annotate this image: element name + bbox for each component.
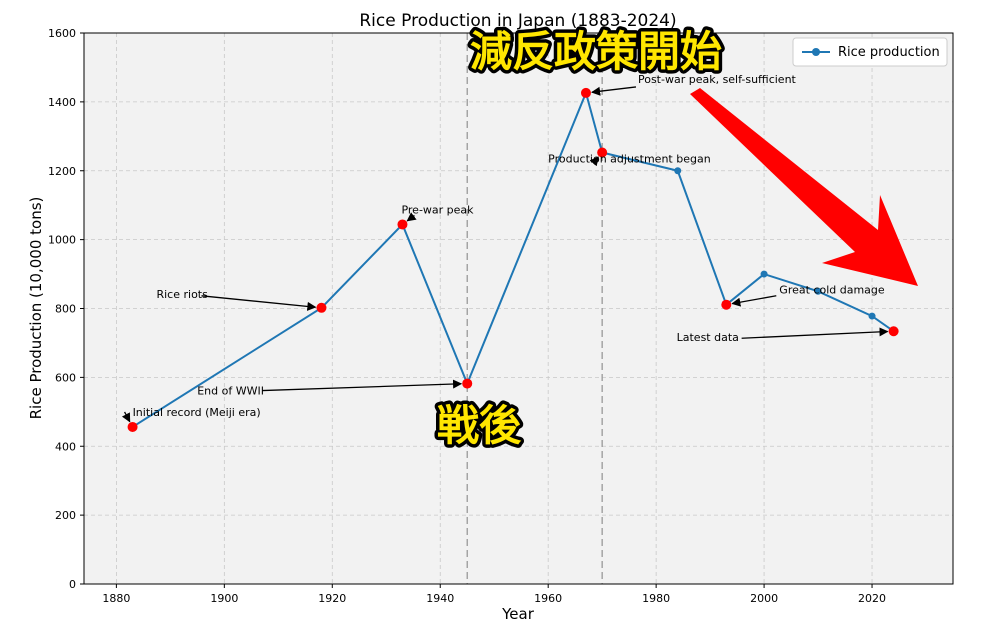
- highlight-point: [462, 378, 473, 389]
- y-tick-label: 1200: [48, 165, 76, 178]
- annotation-label: Initial record (Meiji era): [133, 406, 261, 419]
- annotation-arrow: [262, 379, 463, 392]
- annotation-label: Production adjustment began: [548, 152, 711, 165]
- annotation-arrow: [591, 86, 637, 96]
- highlight-point: [597, 147, 608, 158]
- legend-label: Rice production: [838, 45, 940, 60]
- annotation-arrow: [589, 156, 599, 167]
- annotation-arrow: [741, 327, 889, 339]
- highlight-point: [316, 302, 327, 313]
- gentan-caption: 減反政策開始: [470, 27, 722, 76]
- legend-marker-swatch: [812, 48, 820, 56]
- annotation-arrow: [406, 212, 417, 222]
- data-point: [674, 167, 682, 175]
- series-line: [132, 89, 895, 428]
- legend: Rice production: [792, 37, 948, 67]
- x-tick-label: 2000: [750, 592, 778, 605]
- postwar-caption: 戦後: [437, 401, 522, 450]
- highlight-points: [127, 87, 899, 432]
- x-tick-label: 1900: [210, 592, 238, 605]
- chart-title: Rice Production in Japan (1883-2024): [359, 11, 676, 31]
- big-red-arrow: [690, 88, 918, 286]
- annotation-arrow: [731, 295, 777, 307]
- x-tick-label: 1920: [318, 592, 346, 605]
- annotation-label: Great cold damage: [779, 284, 885, 297]
- x-axis-label: Year: [501, 605, 535, 623]
- data-point: [868, 312, 876, 320]
- annotations: Initial record (Meiji era) Rice riots Pre-…: [121, 73, 889, 423]
- y-tick-label: 1000: [48, 234, 76, 247]
- vertical-reference-lines: [466, 33, 603, 584]
- x-tick-label: 1960: [534, 592, 562, 605]
- y-tick-label: 200: [55, 509, 76, 522]
- x-tick-label: 2020: [858, 592, 886, 605]
- y-tick-label: 1400: [48, 96, 76, 109]
- series-line-group: [132, 89, 895, 428]
- annotation-label: Latest data: [677, 331, 739, 344]
- annotation-arrow: [121, 411, 131, 423]
- y-tick-label: 800: [55, 303, 76, 316]
- highlight-point: [721, 299, 732, 310]
- x-tick-label: 1880: [102, 592, 130, 605]
- x-tick-label: 1940: [426, 592, 454, 605]
- highlight-point: [127, 421, 138, 432]
- annotation-label: Post-war peak, self-sufficient: [638, 73, 797, 86]
- y-axis-ticks: 0 200 400 600 800 1000 1200 1400 1600: [48, 27, 84, 591]
- highlight-point: [580, 87, 591, 98]
- highlight-point: [888, 326, 899, 337]
- data-point: [814, 287, 822, 295]
- highlight-point: [397, 219, 408, 230]
- y-tick-label: 600: [55, 371, 76, 384]
- annotation-arrow: [201, 295, 317, 311]
- legend-box: [792, 37, 948, 67]
- x-tick-label: 1980: [642, 592, 670, 605]
- x-axis-ticks: 1880 1900 1920 1940 1960 1980 2000 2020: [102, 584, 886, 605]
- y-axis-label: Rice Production (10,000 tons): [27, 197, 45, 420]
- annotation-label: Pre-war peak: [401, 203, 474, 216]
- y-tick-label: 400: [55, 440, 76, 453]
- data-point: [760, 270, 768, 278]
- annotation-label: Rice riots: [156, 288, 208, 301]
- y-tick-label: 1600: [48, 27, 76, 40]
- annotation-label: End of WWII: [197, 385, 264, 398]
- y-tick-label: 0: [69, 578, 76, 591]
